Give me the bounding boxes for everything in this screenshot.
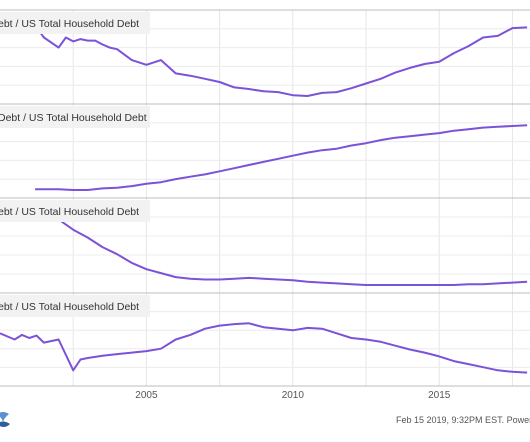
- panel-title-background: [0, 295, 150, 317]
- panel-title-background: [0, 200, 150, 222]
- panel-title: Debt / US Total Household Debt: [0, 112, 147, 124]
- panel-title-background: [0, 12, 150, 34]
- x-tick-label: 2010: [282, 390, 305, 401]
- footer-timestamp: Feb 15 2019, 9:32PM EST. Powered: [396, 415, 530, 425]
- x-tick-label: 2005: [135, 390, 158, 401]
- chart-panel: Debt / US Total Household Debt: [0, 103, 530, 199]
- x-tick-label: 2015: [428, 390, 451, 401]
- series-line: [0, 210, 528, 286]
- ycharts-logo-icon: [0, 410, 12, 432]
- chart-panel: ebt / US Total Household Debt: [0, 9, 530, 105]
- chart-panel: ebt / US Total Household Debt: [0, 292, 530, 387]
- panel-title-background: [0, 106, 150, 128]
- series-line: [0, 322, 528, 374]
- chart-panel: ebt / US Total Household Debt: [0, 197, 530, 294]
- series-line: [35, 124, 528, 191]
- series-line: [0, 26, 528, 97]
- chart-svg: ebt / US Total Household Debt Debt / US T…: [0, 9, 530, 401]
- panel-title: ebt / US Total Household Debt: [0, 206, 139, 218]
- panel-title: ebt / US Total Household Debt: [0, 301, 139, 313]
- panel-title: ebt / US Total Household Debt: [0, 18, 139, 30]
- chart-footer: Feb 15 2019, 9:32PM EST. Powered: [0, 410, 530, 442]
